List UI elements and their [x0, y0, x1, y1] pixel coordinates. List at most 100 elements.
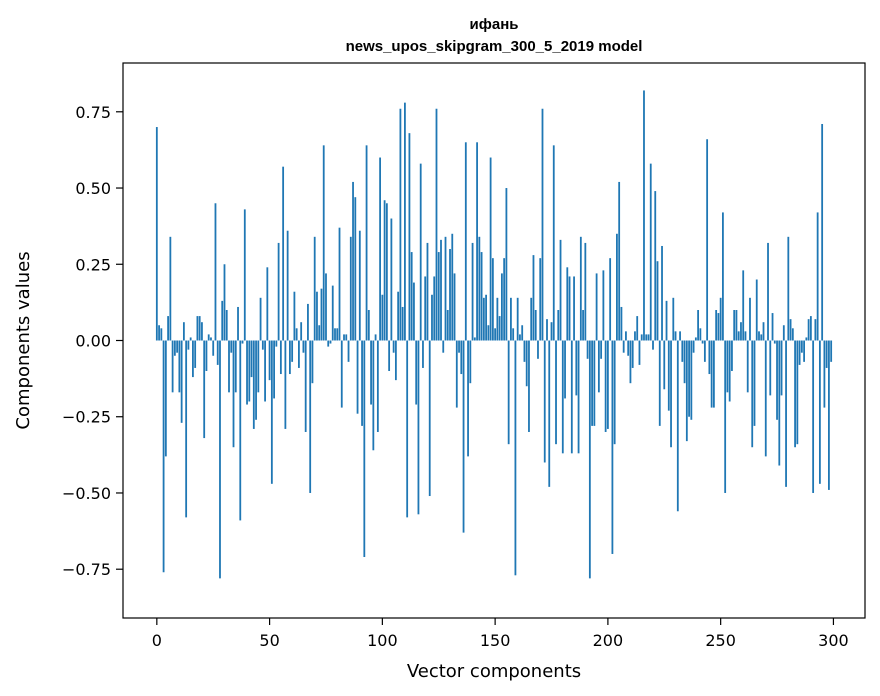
bar-206: [620, 306, 623, 341]
bar-64: [300, 322, 303, 341]
bar-33: [230, 340, 233, 353]
bar-13: [185, 340, 188, 518]
bar-154: [503, 258, 506, 341]
bar-230: [674, 331, 677, 341]
bar-220: [652, 340, 654, 350]
bar-118: [422, 340, 424, 368]
bar-157: [510, 297, 512, 341]
bar-188: [579, 236, 582, 341]
bar-241: [699, 328, 702, 341]
bar-107: [397, 291, 400, 341]
bar-280: [787, 236, 790, 341]
y-tick-label-5: 0.50: [75, 179, 111, 198]
bar-149: [491, 258, 494, 341]
bar-232: [679, 331, 681, 341]
bar-185: [573, 276, 575, 341]
bar-295: [821, 123, 824, 341]
bar-202: [611, 340, 614, 554]
bar-26: [214, 203, 217, 341]
bar-248: [715, 310, 718, 341]
bar-140: [471, 242, 474, 341]
bar-110: [404, 102, 406, 341]
bar-78: [331, 285, 334, 341]
bar-104: [390, 218, 393, 341]
bar-137: [464, 142, 467, 341]
bar-48: [264, 340, 266, 402]
bar-124: [435, 108, 438, 341]
bar-253: [726, 340, 729, 393]
bar-112: [408, 133, 411, 341]
bar-1: [158, 325, 160, 341]
bar-29: [221, 300, 224, 341]
x-axis-ticks: 0 50 100 150 200 250 300: [152, 618, 849, 650]
bar-138: [467, 340, 469, 457]
bar-181: [564, 340, 566, 399]
bar-89: [356, 340, 359, 414]
bar-225: [663, 340, 666, 390]
bar-68: [309, 340, 312, 493]
bar-171: [541, 108, 544, 341]
bar-291: [812, 340, 815, 493]
bar-121: [428, 340, 431, 497]
bar-81: [338, 227, 341, 341]
bar-207: [622, 340, 625, 353]
bar-168: [534, 310, 537, 341]
bar-39: [243, 209, 246, 341]
bar-67: [307, 303, 309, 341]
bar-264: [751, 340, 754, 448]
bar-98: [376, 340, 379, 432]
bar-177: [555, 340, 557, 445]
y-tick-label-3: 0.00: [75, 332, 111, 351]
bar-262: [746, 340, 749, 393]
bar-37: [239, 340, 242, 521]
bar-228: [670, 340, 672, 448]
bar-100: [381, 294, 384, 341]
bar-195: [595, 273, 598, 341]
bar-142: [476, 142, 478, 341]
bar-10: [178, 340, 181, 393]
bar-57: [284, 340, 287, 429]
bar-22: [205, 340, 208, 371]
bar-59: [288, 340, 291, 375]
bar-42: [250, 340, 253, 378]
bar-159: [514, 340, 517, 576]
y-axis-ticks: −0.75 −0.50 −0.25 0.00 0.25 0.50 0.75: [62, 103, 123, 579]
bar-73: [320, 288, 323, 341]
bar-132: [453, 273, 456, 341]
bar-224: [661, 245, 663, 341]
bar-115: [415, 340, 418, 405]
bar-70: [313, 236, 316, 341]
bar-65: [302, 340, 305, 353]
bar-34: [232, 340, 235, 448]
bar-24: [210, 337, 212, 341]
bar-128: [444, 236, 447, 341]
bar-164: [525, 340, 528, 387]
bar-53: [275, 340, 278, 347]
bar-46: [259, 297, 262, 341]
bar-271: [767, 242, 769, 341]
bar-12: [182, 322, 185, 341]
bar-117: [419, 163, 422, 341]
bar-102: [385, 203, 388, 341]
bar-297: [825, 340, 828, 368]
bar-58: [286, 230, 289, 341]
bar-286: [800, 340, 803, 353]
bar-237: [690, 340, 693, 420]
bar-143: [478, 236, 481, 341]
bar-189: [582, 310, 584, 341]
bar-3: [162, 340, 165, 573]
bar-213: [636, 316, 639, 341]
bar-276: [778, 340, 781, 466]
bar-216: [643, 90, 645, 341]
bar-20: [201, 322, 203, 341]
bar-152: [498, 316, 501, 341]
bar-95: [370, 340, 372, 405]
x-tick-label-50: 50: [259, 631, 279, 650]
bar-119: [424, 276, 427, 341]
bar-191: [586, 340, 589, 359]
bar-43: [252, 340, 255, 429]
bar-163: [523, 340, 526, 362]
bar-82: [340, 340, 343, 408]
bar-258: [737, 331, 740, 341]
bar-197: [600, 340, 603, 359]
